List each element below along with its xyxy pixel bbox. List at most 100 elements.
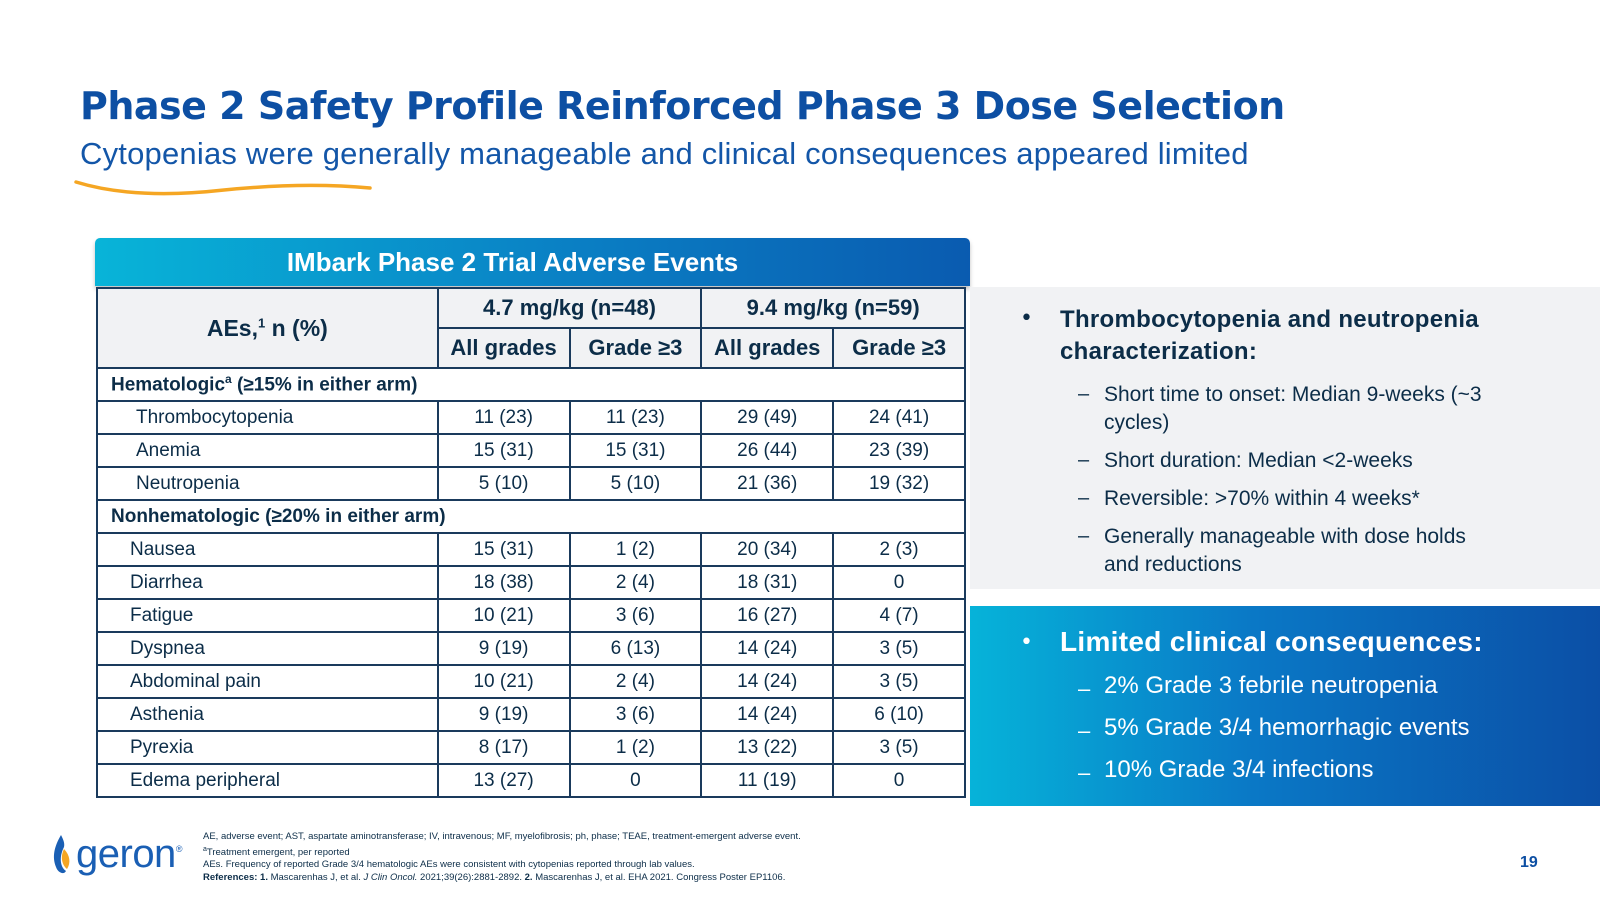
cell: 2 (4) <box>568 565 703 600</box>
cell: 2 (3) <box>832 532 966 567</box>
cell: 14 (24) <box>700 631 835 666</box>
cell: 19 (32) <box>832 466 966 501</box>
cell: 6 (13) <box>568 631 703 666</box>
table-row: Anemia 15 (31) 15 (31) 26 (44) 23 (39) <box>96 433 966 468</box>
cell: 10 (21) <box>436 598 571 633</box>
dash-icon: – <box>1078 525 1090 547</box>
cell: 11 (23) <box>568 400 703 435</box>
consequence-item: 2% Grade 3 febrile neutropenia <box>1104 672 1438 699</box>
row-label: Abdominal pain <box>96 664 439 699</box>
section-row-hematologic: Hematologica (≥15% in either arm) <box>96 367 966 402</box>
dash-icon: – <box>1078 718 1091 743</box>
row-label: Pyrexia <box>96 730 439 765</box>
arm-header-high-dose: 9.4 mg/kg (n=59) <box>700 287 966 329</box>
logo-wordmark: geron <box>76 832 176 876</box>
geron-logo: geron ® <box>50 832 182 877</box>
table-row: Neutropenia 5 (10) 5 (10) 21 (36) 19 (32… <box>96 466 966 501</box>
cell: 14 (24) <box>700 664 835 699</box>
cell: 15 (31) <box>436 433 571 468</box>
row-label: Asthenia <box>96 697 439 732</box>
cell: 14 (24) <box>700 697 835 732</box>
adverse-events-table: AEs,1 n (%) 4.7 mg/kg (n=48) 9.4 mg/kg (… <box>96 287 966 798</box>
row-label: Diarrhea <box>96 565 439 600</box>
cell: 16 (27) <box>700 598 835 633</box>
characterization-item: Short time to onset: Median 9-weeks (~3 … <box>1104 383 1482 434</box>
cell: 3 (6) <box>568 598 703 633</box>
table-row: Fatigue 10 (21) 3 (6) 16 (27) 4 (7) <box>96 598 966 633</box>
subcol-header: All grades <box>700 327 835 369</box>
subcol-header: Grade ≥3 <box>568 327 703 369</box>
table-row: Pyrexia 8 (17) 1 (2) 13 (22) 3 (5) <box>96 730 966 765</box>
row-label: Thrombocytopenia <box>96 400 439 435</box>
orange-swoosh-decoration <box>74 180 372 196</box>
cell: 13 (27) <box>436 763 571 798</box>
cell: 6 (10) <box>832 697 966 732</box>
row-label: Fatigue <box>96 598 439 633</box>
cell: 2 (4) <box>568 664 703 699</box>
table-row: Asthenia 9 (19) 3 (6) 14 (24) 6 (10) <box>96 697 966 732</box>
cell: 11 (23) <box>436 400 571 435</box>
cell: 5 (10) <box>436 466 571 501</box>
cell: 3 (5) <box>832 664 966 699</box>
flame-logo-icon <box>53 834 70 873</box>
slide-subtitle: Cytopenias were generally manageable and… <box>80 136 1249 171</box>
cell: 3 (5) <box>832 730 966 765</box>
page-number: 19 <box>1520 854 1538 871</box>
cell: 0 <box>568 763 703 798</box>
row-label: Edema peripheral <box>96 763 439 798</box>
characterization-item: Short duration: Median <2-weeks <box>1104 449 1413 472</box>
dash-icon: – <box>1078 760 1091 785</box>
bullet-icon: • <box>1020 306 1033 331</box>
slide-title: Phase 2 Safety Profile Reinforced Phase … <box>80 84 1285 128</box>
cell: 18 (38) <box>436 565 571 600</box>
cell: 1 (2) <box>568 532 703 567</box>
corner-header: AEs,1 n (%) <box>96 287 439 369</box>
cell: 18 (31) <box>700 565 835 600</box>
row-label: Dyspnea <box>96 631 439 666</box>
consequence-item: 5% Grade 3/4 hemorrhagic events <box>1104 714 1470 741</box>
cell: 29 (49) <box>700 400 835 435</box>
table-row: Thrombocytopenia 11 (23) 11 (23) 29 (49)… <box>96 400 966 435</box>
cell: 5 (10) <box>568 466 703 501</box>
consequence-item: 10% Grade 3/4 infections <box>1104 756 1374 783</box>
section-label: Nonhematologic (≥20% in either arm) <box>96 499 966 534</box>
cell: 9 (19) <box>436 697 571 732</box>
subcol-header: Grade ≥3 <box>832 327 966 369</box>
cell: 0 <box>832 565 966 600</box>
cell: 9 (19) <box>436 631 571 666</box>
dash-icon: – <box>1078 383 1090 405</box>
consequences-heading: Limited clinical consequences: <box>1060 626 1483 657</box>
consequences-panel <box>970 606 1600 806</box>
cell: 15 (31) <box>568 433 703 468</box>
cell: 4 (7) <box>832 598 966 633</box>
dash-icon: – <box>1078 676 1091 701</box>
characterization-item: Reversible: >70% within 4 weeks* <box>1104 487 1420 510</box>
cell: 21 (36) <box>700 466 835 501</box>
cell: 20 (34) <box>700 532 835 567</box>
characterization-heading: Thrombocytopenia and neutropenia charact… <box>1060 306 1479 365</box>
arm-header-low-dose: 4.7 mg/kg (n=48) <box>436 287 703 329</box>
cell: 3 (5) <box>832 631 966 666</box>
table-row: Nausea 15 (31) 1 (2) 20 (34) 2 (3) <box>96 532 966 567</box>
registered-mark: ® <box>175 844 183 854</box>
table-row: Edema peripheral 13 (27) 0 11 (19) 0 <box>96 763 966 798</box>
cell: 0 <box>832 763 966 798</box>
cell: 13 (22) <box>700 730 835 765</box>
row-label: Anemia <box>96 433 439 468</box>
cell: 24 (41) <box>832 400 966 435</box>
subcol-header: All grades <box>436 327 571 369</box>
table-row: Abdominal pain 10 (21) 2 (4) 14 (24) 3 (… <box>96 664 966 699</box>
section-row-nonhematologic: Nonhematologic (≥20% in either arm) <box>96 499 966 534</box>
dash-icon: – <box>1078 449 1090 471</box>
footnote-note: AEs. Frequency of reported Grade 3/4 hem… <box>203 859 695 871</box>
dash-icon: – <box>1078 487 1090 509</box>
cell: 3 (6) <box>568 697 703 732</box>
table-row: Diarrhea 18 (38) 2 (4) 18 (31) 0 <box>96 565 966 600</box>
bullet-icon: • <box>1020 630 1033 655</box>
cell: 8 (17) <box>436 730 571 765</box>
footnote-references: References: 1. Mascarenhas J, et al. J C… <box>203 871 786 883</box>
cell: 23 (39) <box>832 433 966 468</box>
characterization-item: Generally manageable with dose holds and… <box>1104 525 1466 576</box>
section-label: Hematologica (≥15% in either arm) <box>96 367 966 402</box>
cell: 10 (21) <box>436 664 571 699</box>
